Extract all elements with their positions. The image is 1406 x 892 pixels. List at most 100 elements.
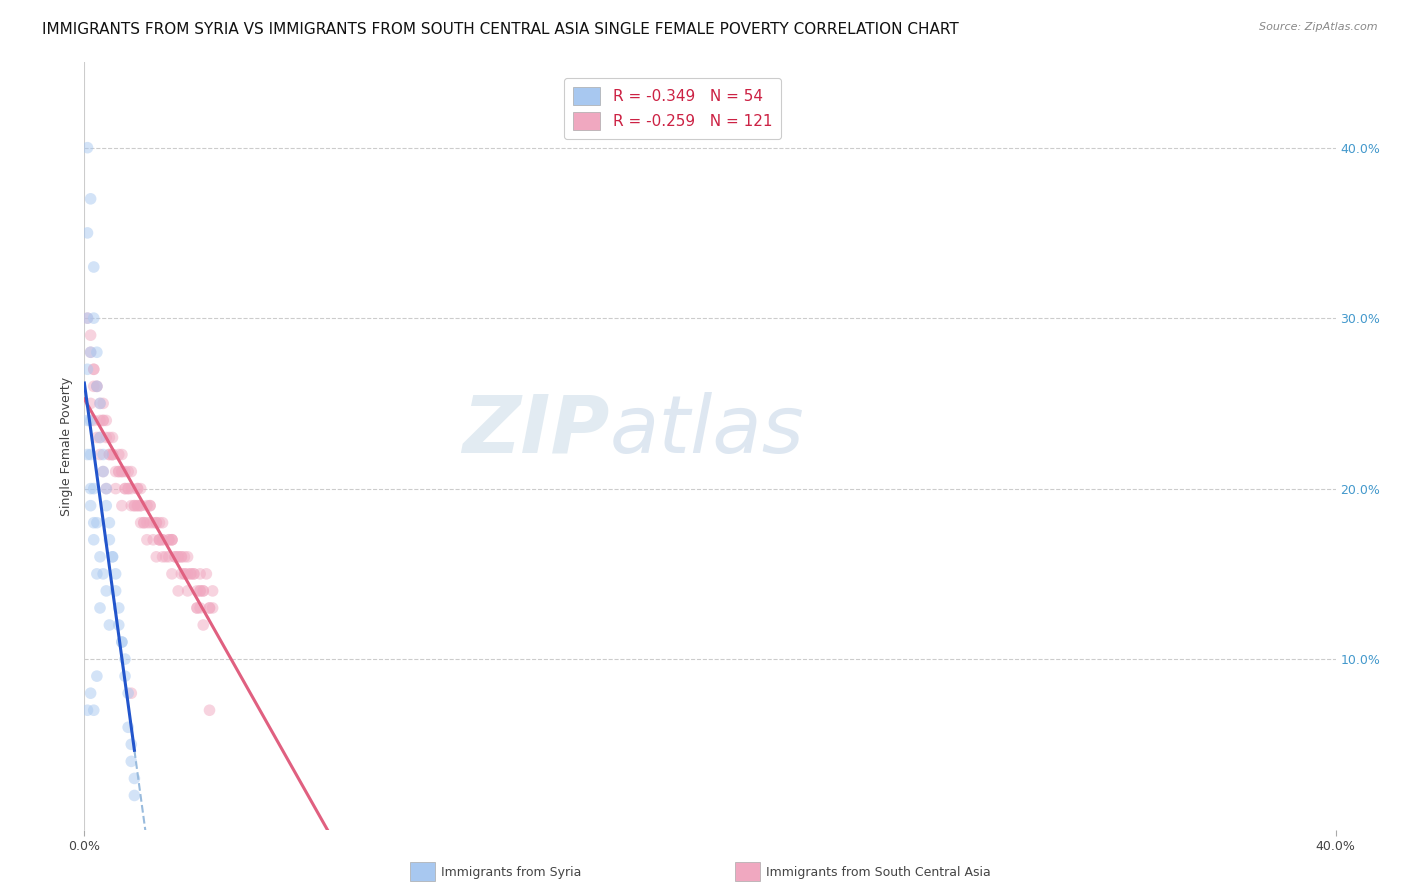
Point bbox=[76, 703, 98, 717]
Point bbox=[124, 789, 146, 803]
Point bbox=[91, 396, 114, 410]
Point bbox=[86, 566, 108, 581]
Point bbox=[180, 566, 202, 581]
Point bbox=[139, 499, 162, 513]
Point bbox=[76, 311, 98, 326]
Point bbox=[152, 549, 174, 564]
Point bbox=[107, 601, 129, 615]
Point bbox=[83, 516, 105, 530]
Point bbox=[188, 583, 211, 598]
Point bbox=[83, 362, 105, 376]
Point bbox=[114, 669, 136, 683]
Point bbox=[96, 583, 118, 598]
Point bbox=[127, 482, 149, 496]
Point bbox=[86, 379, 108, 393]
Legend: R = -0.349   N = 54, R = -0.259   N = 121: R = -0.349 N = 54, R = -0.259 N = 121 bbox=[564, 78, 782, 139]
Point bbox=[129, 516, 152, 530]
Point bbox=[83, 413, 105, 427]
Point bbox=[117, 482, 139, 496]
Point bbox=[180, 566, 202, 581]
Text: IMMIGRANTS FROM SYRIA VS IMMIGRANTS FROM SOUTH CENTRAL ASIA SINGLE FEMALE POVERT: IMMIGRANTS FROM SYRIA VS IMMIGRANTS FROM… bbox=[42, 22, 959, 37]
Point bbox=[114, 482, 136, 496]
Point bbox=[136, 499, 159, 513]
Point bbox=[98, 448, 121, 462]
Text: Source: ZipAtlas.com: Source: ZipAtlas.com bbox=[1260, 22, 1378, 32]
Point bbox=[129, 482, 152, 496]
Point bbox=[83, 260, 105, 274]
Point bbox=[89, 396, 111, 410]
Point bbox=[120, 755, 142, 769]
Text: ZIP: ZIP bbox=[463, 392, 610, 470]
Point bbox=[183, 566, 205, 581]
Point bbox=[124, 772, 146, 786]
Point bbox=[79, 499, 101, 513]
Point bbox=[201, 583, 224, 598]
Point bbox=[83, 379, 105, 393]
Point bbox=[132, 516, 155, 530]
Point bbox=[111, 448, 134, 462]
Point bbox=[89, 601, 111, 615]
Point bbox=[142, 533, 165, 547]
Point bbox=[89, 413, 111, 427]
Point bbox=[186, 601, 208, 615]
Point bbox=[89, 430, 111, 444]
Point bbox=[198, 601, 221, 615]
Point bbox=[173, 549, 195, 564]
Point bbox=[91, 465, 114, 479]
Point bbox=[120, 465, 142, 479]
Point bbox=[165, 549, 187, 564]
Point bbox=[79, 345, 101, 359]
Point bbox=[101, 549, 124, 564]
Point bbox=[142, 516, 165, 530]
Point bbox=[124, 499, 146, 513]
Point bbox=[152, 533, 174, 547]
Point bbox=[170, 549, 193, 564]
Point bbox=[83, 311, 105, 326]
Point bbox=[198, 601, 221, 615]
Point bbox=[83, 703, 105, 717]
Point bbox=[176, 566, 198, 581]
Point bbox=[107, 448, 129, 462]
Point bbox=[136, 516, 159, 530]
Point bbox=[86, 379, 108, 393]
Point bbox=[201, 601, 224, 615]
Point bbox=[139, 516, 162, 530]
Point bbox=[101, 448, 124, 462]
Point bbox=[120, 737, 142, 751]
Point bbox=[79, 448, 101, 462]
Point bbox=[83, 482, 105, 496]
Point bbox=[120, 686, 142, 700]
Point bbox=[76, 141, 98, 155]
Point bbox=[157, 533, 180, 547]
Point bbox=[76, 226, 98, 240]
Point bbox=[83, 533, 105, 547]
Point bbox=[129, 499, 152, 513]
Text: Immigrants from South Central Asia: Immigrants from South Central Asia bbox=[766, 866, 991, 879]
Point bbox=[173, 566, 195, 581]
Point bbox=[120, 499, 142, 513]
Point bbox=[155, 549, 177, 564]
Point bbox=[186, 601, 208, 615]
Point bbox=[104, 566, 127, 581]
Point bbox=[107, 465, 129, 479]
Point bbox=[188, 601, 211, 615]
Point bbox=[98, 430, 121, 444]
Point bbox=[96, 499, 118, 513]
Point bbox=[176, 549, 198, 564]
Point bbox=[120, 482, 142, 496]
Point bbox=[107, 618, 129, 632]
Point bbox=[145, 516, 167, 530]
Point bbox=[114, 482, 136, 496]
Point bbox=[188, 566, 211, 581]
Point bbox=[83, 362, 105, 376]
Point bbox=[117, 720, 139, 734]
Point bbox=[145, 516, 167, 530]
Point bbox=[188, 583, 211, 598]
Point bbox=[198, 703, 221, 717]
Point bbox=[101, 448, 124, 462]
Point bbox=[111, 635, 134, 649]
Point bbox=[79, 192, 101, 206]
Point bbox=[183, 566, 205, 581]
Point bbox=[173, 566, 195, 581]
Point bbox=[96, 482, 118, 496]
